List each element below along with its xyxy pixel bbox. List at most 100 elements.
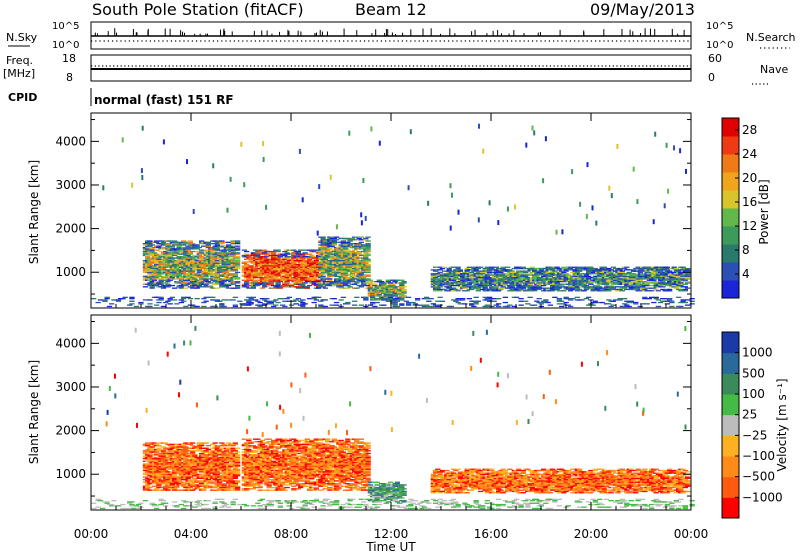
heatmap-cell <box>318 184 321 190</box>
heatmap-cell <box>248 299 254 301</box>
heatmap-cell <box>556 287 562 289</box>
heatmap-cell <box>363 296 369 298</box>
heatmap-cell <box>356 252 362 254</box>
heatmap-cell <box>271 271 277 274</box>
heatmap-cell <box>646 298 652 300</box>
heatmap-cell <box>390 284 396 287</box>
heatmap-cell <box>309 274 315 276</box>
heatmap-cell <box>493 266 499 268</box>
heatmap-cell <box>399 298 405 300</box>
nsky-label: N.Sky <box>6 31 38 44</box>
heatmap-cell <box>169 258 175 260</box>
heatmap-cell <box>424 298 430 300</box>
heatmap-cell <box>367 286 373 288</box>
heatmap-cell <box>475 290 481 292</box>
heatmap-cell <box>307 258 313 260</box>
heatmap-cell <box>275 283 281 285</box>
heatmap-cell <box>651 279 657 281</box>
heatmap-cell <box>347 244 353 246</box>
heatmap-cell <box>588 283 594 285</box>
heatmap-cell <box>392 295 398 297</box>
heatmap-cell <box>460 274 466 276</box>
heatmap-cell <box>142 253 149 255</box>
heatmap-cell <box>149 277 155 279</box>
heatmap-cell <box>298 286 304 288</box>
heatmap-cell <box>266 250 272 253</box>
heatmap-cell <box>331 237 337 240</box>
heatmap-cell <box>685 299 691 301</box>
heatmap-cell <box>473 269 479 271</box>
heatmap-cell <box>289 283 295 285</box>
heatmap-cell <box>154 451 160 453</box>
heatmap-cell <box>145 488 151 490</box>
heatmap-cell <box>156 282 162 284</box>
heatmap-cell <box>426 305 432 308</box>
heatmap-cell <box>365 243 371 245</box>
heatmap-cell <box>505 305 511 308</box>
heatmap-cell <box>165 489 171 491</box>
heatmap-cell <box>307 284 313 287</box>
heatmap-cell <box>435 300 441 302</box>
heatmap-cell <box>282 283 288 285</box>
heatmap-cell <box>277 287 283 289</box>
heatmap-cell <box>172 473 178 476</box>
colorbar-tick-label: 24 <box>742 147 757 161</box>
heatmap-cell <box>167 240 173 242</box>
heatmap-cell <box>264 298 270 300</box>
heatmap-cell <box>370 296 376 298</box>
heatmap-cell <box>689 300 695 302</box>
heatmap-cell <box>658 270 664 272</box>
heatmap-cell <box>241 262 247 264</box>
heatmap-cell <box>176 241 182 243</box>
heatmap-cell <box>628 300 634 302</box>
heatmap-cell <box>559 284 565 287</box>
heatmap-cell <box>235 265 241 267</box>
heatmap-cell <box>248 271 254 274</box>
heatmap-cell <box>329 282 335 284</box>
heatmap-cell <box>475 267 481 270</box>
heatmap-cell <box>424 304 430 306</box>
heatmap-cell <box>437 271 443 274</box>
heatmap-cell <box>637 279 643 281</box>
heatmap-cell <box>401 290 407 292</box>
heatmap-cell <box>106 305 113 308</box>
heatmap-cell <box>311 298 317 300</box>
heatmap-cell <box>365 250 371 253</box>
heatmap-cell <box>163 279 169 281</box>
heatmap-cell <box>138 502 144 504</box>
heatmap-cell <box>248 301 254 304</box>
heatmap-cell <box>336 249 342 251</box>
heatmap-cell <box>241 254 247 257</box>
cpid-text: normal (fast) 151 RF <box>94 93 234 107</box>
heatmap-cell <box>322 271 328 274</box>
heatmap-cell <box>275 250 281 253</box>
heatmap-cell <box>433 286 439 288</box>
heatmap-cell <box>178 265 184 267</box>
heatmap-cell <box>678 305 684 308</box>
heatmap-cell <box>147 279 153 281</box>
heatmap-cell <box>196 270 202 272</box>
heatmap-cell <box>343 275 349 277</box>
heatmap-cell <box>329 246 335 249</box>
heatmap-cell <box>167 303 173 305</box>
heatmap-cell <box>365 261 371 263</box>
heatmap-cell <box>163 469 169 472</box>
heatmap-cell <box>205 281 211 283</box>
heatmap-cell <box>121 137 124 143</box>
heatmap-cell <box>277 256 283 258</box>
heatmap-cell <box>165 244 171 246</box>
heatmap-cell <box>394 298 400 300</box>
heatmap-cell <box>183 279 189 281</box>
heatmap-cell <box>265 204 268 210</box>
heatmap-cell <box>230 246 236 249</box>
heatmap-cell <box>268 301 274 304</box>
heatmap-cell <box>154 443 160 445</box>
heatmap-cell <box>142 278 149 280</box>
heatmap-cell <box>493 304 499 306</box>
heatmap-cell <box>194 263 200 266</box>
heatmap-cell <box>361 278 367 280</box>
noise-tick-bottom-right: 10^0 <box>706 40 733 51</box>
heatmap-cell <box>203 270 209 272</box>
heatmap-cell <box>451 192 453 198</box>
heatmap-cell <box>183 252 189 254</box>
